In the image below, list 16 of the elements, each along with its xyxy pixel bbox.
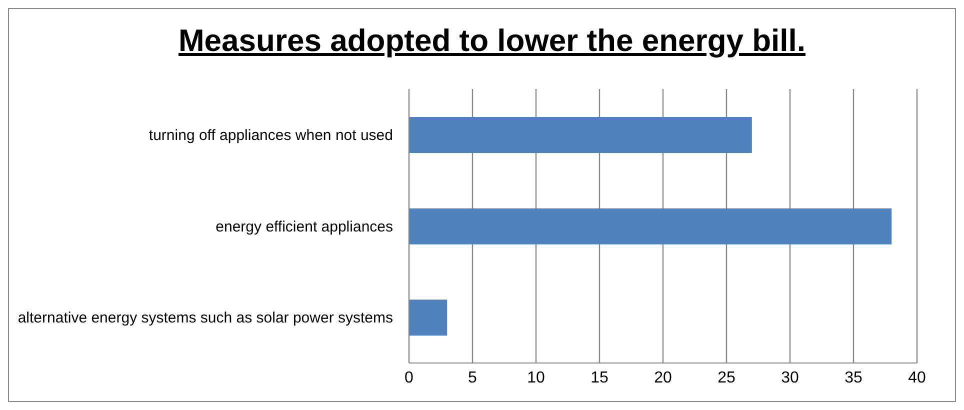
x-tick-label: 5 [468,369,478,386]
x-tick-label: 15 [590,369,608,386]
bar [409,300,448,336]
x-tick-label: 30 [781,369,799,386]
y-tick-label: alternative energy systems such as solar power systems [18,310,393,327]
chart-title: Measures adopted to lower the energy bill. [177,22,807,59]
x-tick-label: 35 [844,369,862,386]
x-tick-label: 0 [404,369,414,386]
y-tick-label: turning off appliances when not used [148,126,393,144]
x-tick-label: 40 [908,369,926,386]
x-tick-label: 25 [718,369,736,386]
bar [409,117,752,153]
x-tick-label: 20 [654,369,672,386]
bar [409,208,892,244]
y-tick-label: energy efficient appliances [216,218,393,236]
x-tick-label: 10 [527,369,545,386]
